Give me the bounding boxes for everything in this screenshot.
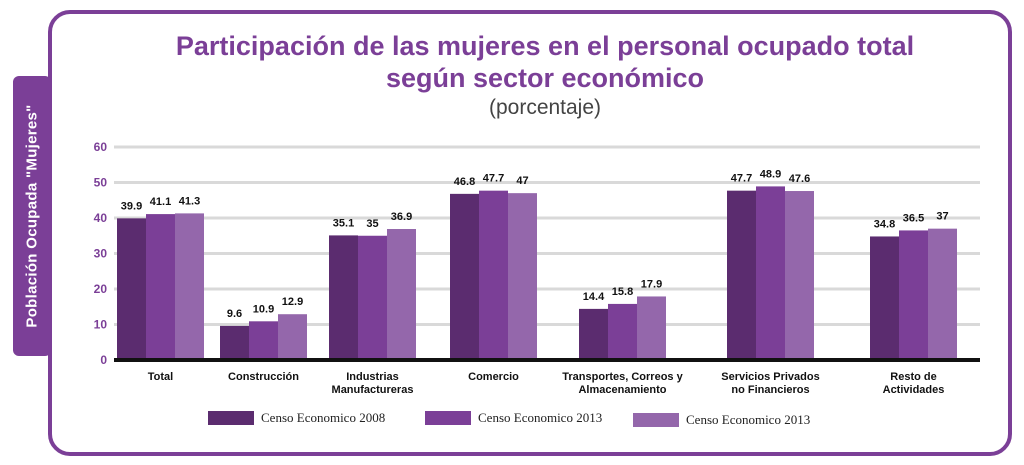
data-label: 12.9 [282,296,303,308]
bar [117,218,146,360]
bar [637,296,666,360]
legend-label: Censo Economico 2013 [478,410,602,425]
data-label: 15.8 [612,286,633,298]
category-label: Construcción [228,371,299,383]
bar [579,308,608,360]
y-tick-label: 40 [94,211,108,225]
y-tick-label: 50 [94,176,108,190]
chart-title: Participación de las mujeres en el perso… [0,30,1024,94]
bar [608,303,637,360]
legend-label: Censo Economico 2013 [686,412,810,427]
legend-label: Censo Economico 2008 [261,410,385,425]
data-label: 47 [516,175,528,187]
bar [146,214,175,360]
y-tick-label: 30 [94,247,108,261]
category-label: Actividades [883,384,945,396]
category-label: Industrias [346,371,399,383]
legend-swatch [208,411,254,425]
y-tick-label: 0 [100,353,107,367]
data-label: 36.9 [391,211,412,223]
bar [387,229,416,360]
data-label: 41.1 [150,196,171,208]
bar [329,235,358,360]
data-label: 17.9 [641,278,662,290]
data-label: 9.6 [227,308,242,320]
category-label: Resto de [890,371,936,383]
chart-subtitle: (porcentaje) [488,96,602,119]
bar [727,190,756,360]
category-label: Servicios Privados [721,371,819,383]
data-label: 37 [936,211,948,223]
category-label: Transportes, Correos y [562,371,683,383]
bar [899,230,928,360]
data-label: 47.7 [483,173,504,185]
data-label: 48.9 [760,168,781,180]
bar [928,228,957,360]
data-label: 39.9 [121,200,142,212]
bar [508,193,537,360]
bar [175,213,204,360]
bar [220,325,249,360]
data-label: 47.7 [731,173,752,185]
bar [870,236,899,360]
bar [756,186,785,360]
y-tick-label: 60 [94,140,108,154]
y-tick-label: 10 [94,318,108,332]
y-tick-label: 20 [94,282,108,296]
data-label: 41.3 [179,195,200,207]
data-label: 34.8 [874,218,895,230]
data-label: 35 [366,218,378,230]
data-label: 47.6 [789,173,810,185]
data-label: 36.5 [903,212,924,224]
bar [358,235,387,360]
category-label: Total [148,371,173,383]
bar [785,191,814,360]
legend-swatch [425,411,471,425]
category-label: Manufactureras [332,384,414,396]
legend-swatch [633,413,679,427]
data-label: 14.4 [583,291,605,303]
category-label: Almacenamiento [578,384,666,396]
data-label: 46.8 [454,176,475,188]
chart-title-line1: Participación de las mujeres en el perso… [175,31,915,61]
y-axis-label-box [13,76,51,356]
data-label: 10.9 [253,303,274,315]
category-label: Comercio [468,371,519,383]
data-label: 35.1 [333,217,354,229]
category-label: no Financieros [731,384,809,396]
chart-title-line2: según sector económico [385,63,705,93]
bar [249,321,278,360]
bar [450,193,479,360]
bar [278,314,307,360]
bar [479,190,508,360]
